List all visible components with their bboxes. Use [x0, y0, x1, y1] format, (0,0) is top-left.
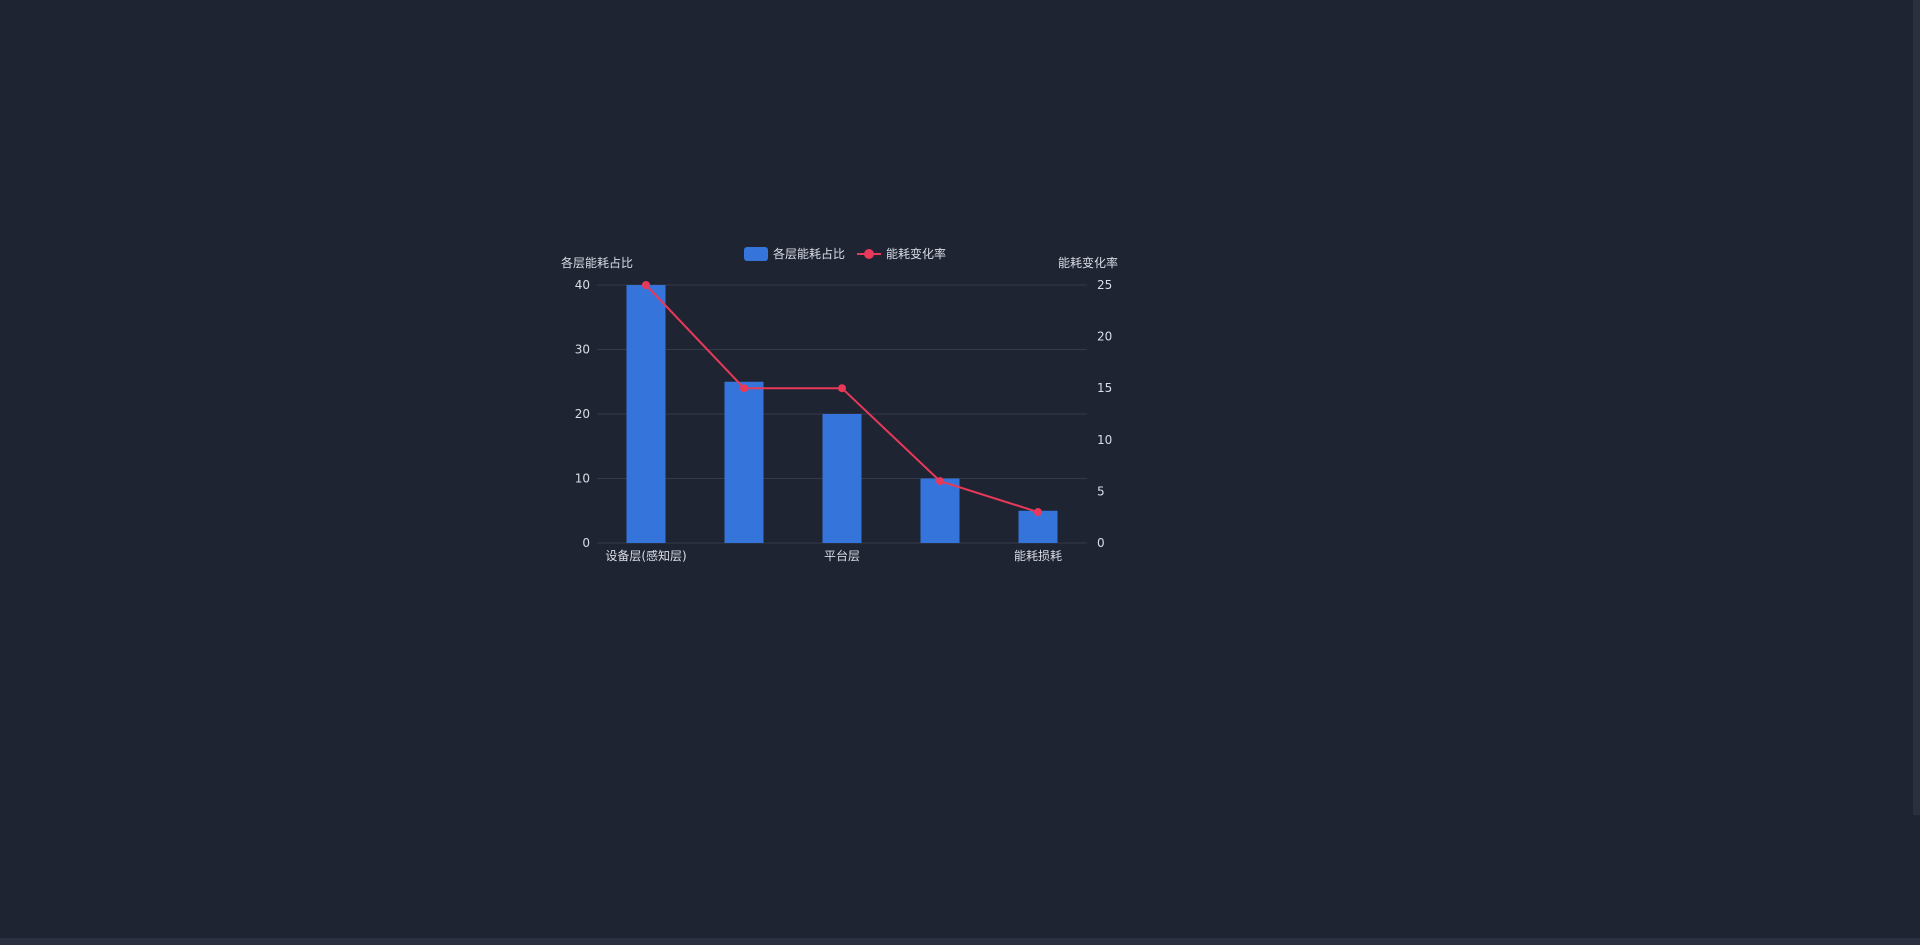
left-tick-label: 20 [575, 407, 590, 421]
horizontal-scrollbar[interactable] [0, 938, 1920, 945]
line-series [642, 281, 1042, 517]
legend-bar-label: 各层能耗占比 [773, 246, 845, 261]
legend-line-marker [864, 249, 874, 259]
right-tick-label: 0 [1097, 536, 1105, 550]
left-tick-label: 30 [575, 343, 590, 357]
legend: 各层能耗占比 能耗变化率 [744, 246, 946, 261]
right-tick-label: 5 [1097, 484, 1105, 498]
right-axis-title: 能耗变化率 [1058, 255, 1118, 270]
right-tick-label: 20 [1097, 330, 1112, 344]
vertical-scrollbar[interactable] [1913, 0, 1920, 815]
line-point[interactable] [642, 281, 650, 289]
right-tick-label: 10 [1097, 433, 1112, 447]
left-tick-label: 10 [575, 472, 590, 486]
category-label: 能耗损耗 [1014, 549, 1062, 563]
right-tick-label: 15 [1097, 381, 1112, 395]
legend-bar-swatch [744, 247, 768, 261]
bar[interactable] [626, 285, 666, 543]
left-tick-label: 40 [575, 278, 590, 292]
left-axis-title: 各层能耗占比 [561, 255, 633, 270]
left-tick-label: 0 [582, 536, 590, 550]
category-label: 设备层(感知层) [605, 548, 686, 563]
legend-item-line[interactable]: 能耗变化率 [857, 246, 946, 261]
legend-item-bar[interactable]: 各层能耗占比 [744, 246, 845, 261]
bar[interactable] [1018, 510, 1058, 543]
bar[interactable] [822, 414, 862, 543]
legend-line-label: 能耗变化率 [886, 246, 946, 261]
line-point[interactable] [838, 384, 846, 393]
line-point[interactable] [740, 384, 748, 393]
right-tick-label: 25 [1097, 278, 1112, 292]
line-point[interactable] [1034, 508, 1042, 517]
bar[interactable] [724, 381, 764, 543]
bar-series [626, 285, 1058, 544]
line-point[interactable] [936, 477, 944, 486]
category-label: 平台层 [824, 548, 860, 563]
axes: 0 10 20 30 40 0 5 10 15 20 25 设备层(感知层) 平台层 能耗损耗 [575, 278, 1113, 563]
bar[interactable] [920, 478, 960, 544]
